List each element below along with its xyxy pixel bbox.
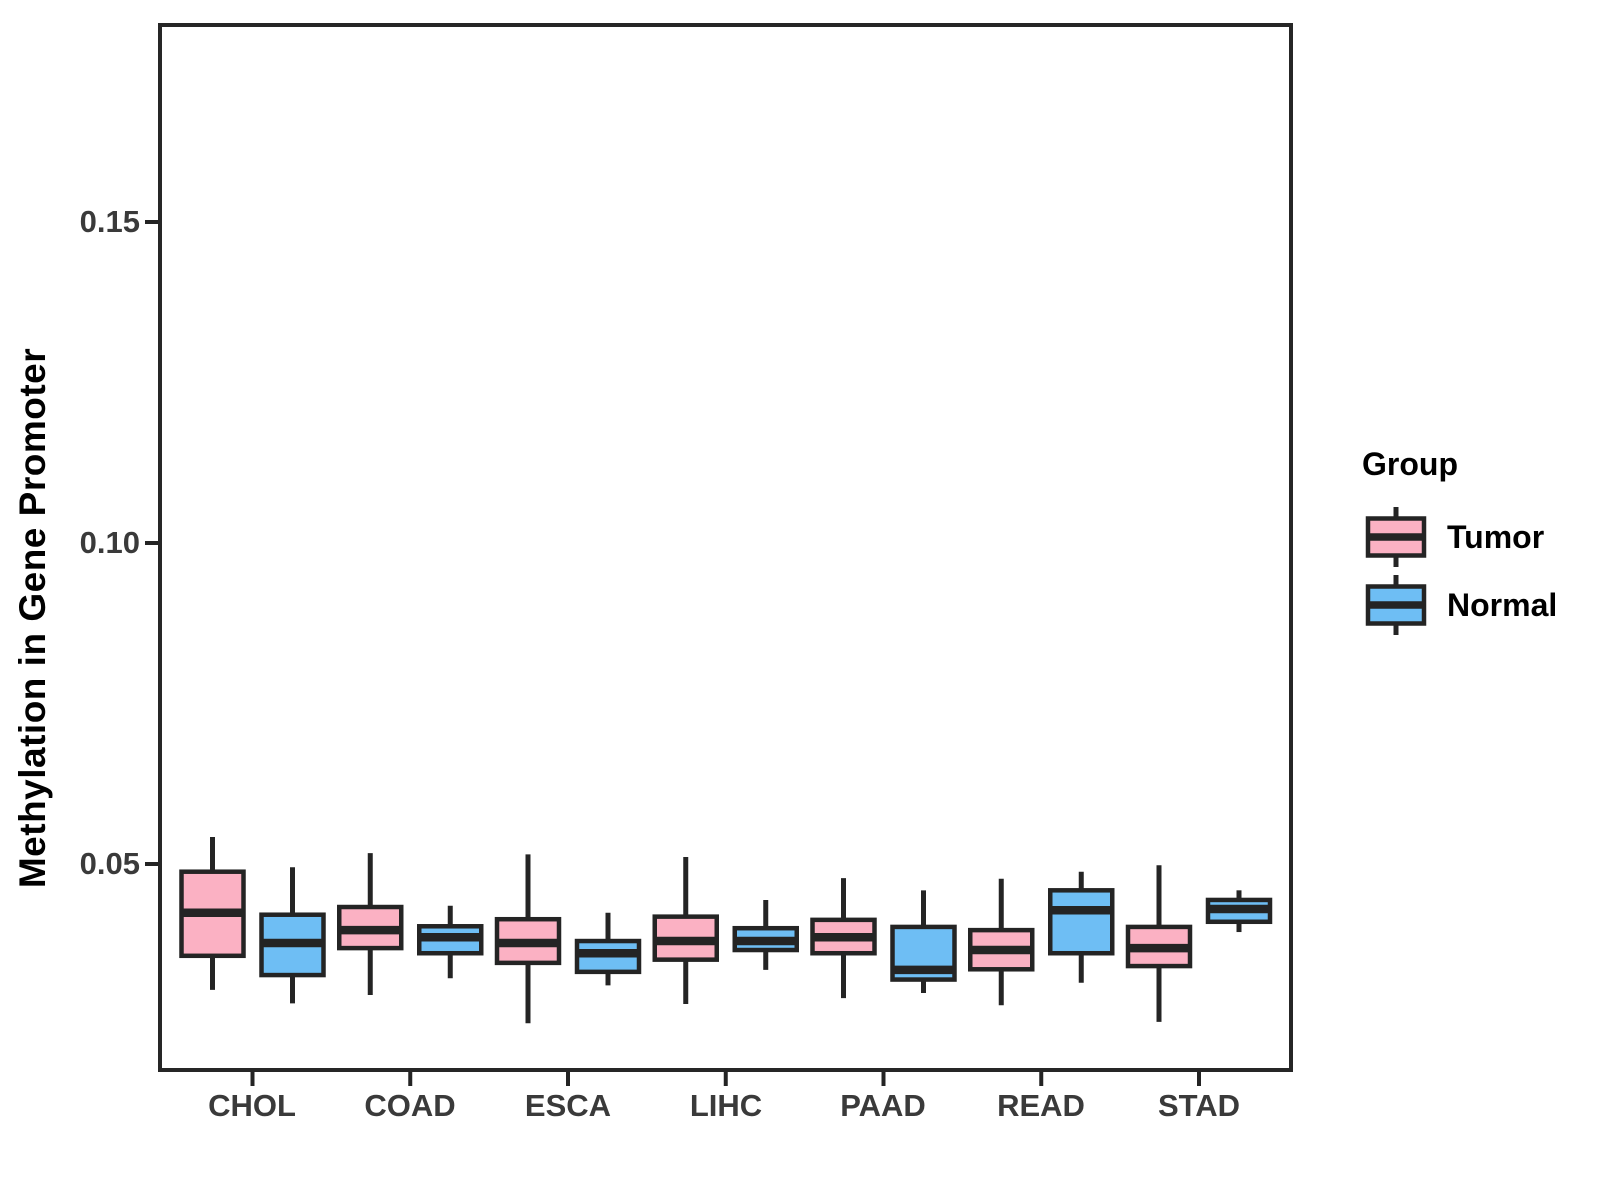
legend-label-tumor: Tumor: [1447, 519, 1545, 555]
y-tick-label: 0.10: [79, 525, 140, 560]
legend-title: Group: [1362, 446, 1458, 482]
x-category-label: STAD: [1157, 1088, 1241, 1123]
x-category-label: ESCA: [524, 1088, 612, 1123]
y-tick-label: 0.05: [79, 846, 140, 881]
x-category-label: CHOL: [208, 1088, 296, 1123]
y-tick-label: 0.15: [79, 204, 140, 239]
box-normal-read: [1048, 888, 1115, 956]
x-category-label: LIHC: [689, 1088, 763, 1123]
x-category-label: PAAD: [840, 1088, 926, 1123]
legend-label-normal: Normal: [1447, 587, 1558, 623]
x-category-label: COAD: [364, 1088, 456, 1123]
y-axis-title: Methylation in Gene Promoter: [12, 347, 53, 889]
x-category-label: READ: [997, 1088, 1085, 1123]
